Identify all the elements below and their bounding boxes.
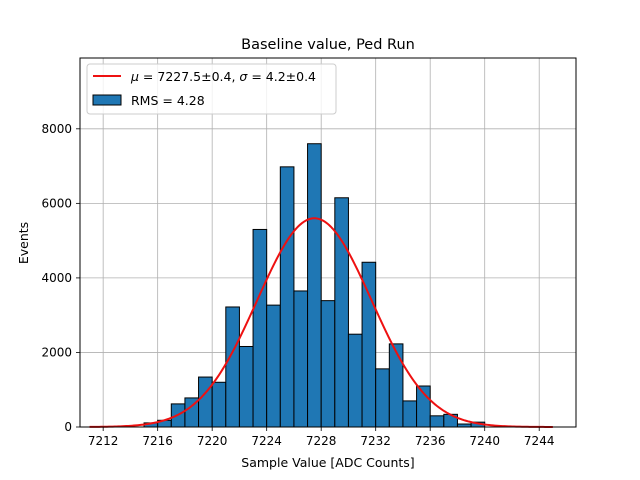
histogram-bar — [252, 228, 268, 428]
y-axis-ticks: 0 2000 4000 6000 8000 — [41, 122, 80, 434]
histogram-bar — [307, 143, 322, 428]
fit-curve — [89, 217, 553, 428]
x-tick-label: 7232 — [360, 434, 391, 448]
x-tick-label: 7240 — [469, 434, 500, 448]
legend-fit-label: μ = 7227.5±0.4, σ = 4.2±0.4 — [130, 69, 316, 84]
histogram-bar — [361, 261, 377, 428]
x-axis-ticks: 7212 7216 7220 7224 7228 7232 7236 7240 7244 — [88, 427, 555, 448]
legend-box — [86, 63, 337, 115]
y-tick-label: 6000 — [41, 196, 72, 210]
histogram-bar — [402, 400, 418, 428]
x-tick-label: 7244 — [524, 434, 555, 448]
histogram-bar — [347, 333, 363, 428]
y-tick-label: 4000 — [41, 271, 72, 285]
histogram-bar — [429, 415, 445, 428]
chart-title: Baseline value, Ped Run — [241, 37, 415, 53]
histogram-bar — [211, 381, 227, 428]
y-axis-label: Events — [16, 222, 31, 264]
x-tick-label: 7220 — [197, 434, 228, 448]
y-tick-label: 2000 — [41, 345, 72, 359]
x-tick-label: 7212 — [88, 434, 119, 448]
histogram-bar — [320, 300, 336, 428]
legend-histogram-patch — [92, 94, 122, 106]
x-tick-label: 7236 — [415, 434, 446, 448]
legend-histogram-label: RMS = 4.28 — [131, 93, 205, 108]
x-tick-label: 7216 — [142, 434, 173, 448]
histogram-bar — [238, 345, 254, 428]
histogram-bar — [293, 290, 309, 428]
histogram-bar — [375, 368, 390, 428]
y-tick-label: 8000 — [41, 122, 72, 136]
histogram-bar — [266, 304, 281, 428]
histogram-bar — [225, 306, 240, 428]
legend: μ = 7227.5±0.4, σ = 4.2±0.4 RMS = 4.28 — [86, 63, 337, 115]
histogram-bar — [198, 376, 213, 428]
plot-frame — [79, 57, 577, 428]
x-axis-label: Sample Value [ADC Counts] — [241, 455, 414, 470]
x-tick-label: 7224 — [251, 434, 282, 448]
histogram-bar — [279, 166, 295, 428]
x-tick-label: 7228 — [306, 434, 337, 448]
histogram-bars — [143, 143, 486, 428]
histogram-bar — [388, 343, 404, 428]
y-tick-label: 0 — [64, 420, 72, 434]
gaussian-fit — [89, 217, 553, 428]
